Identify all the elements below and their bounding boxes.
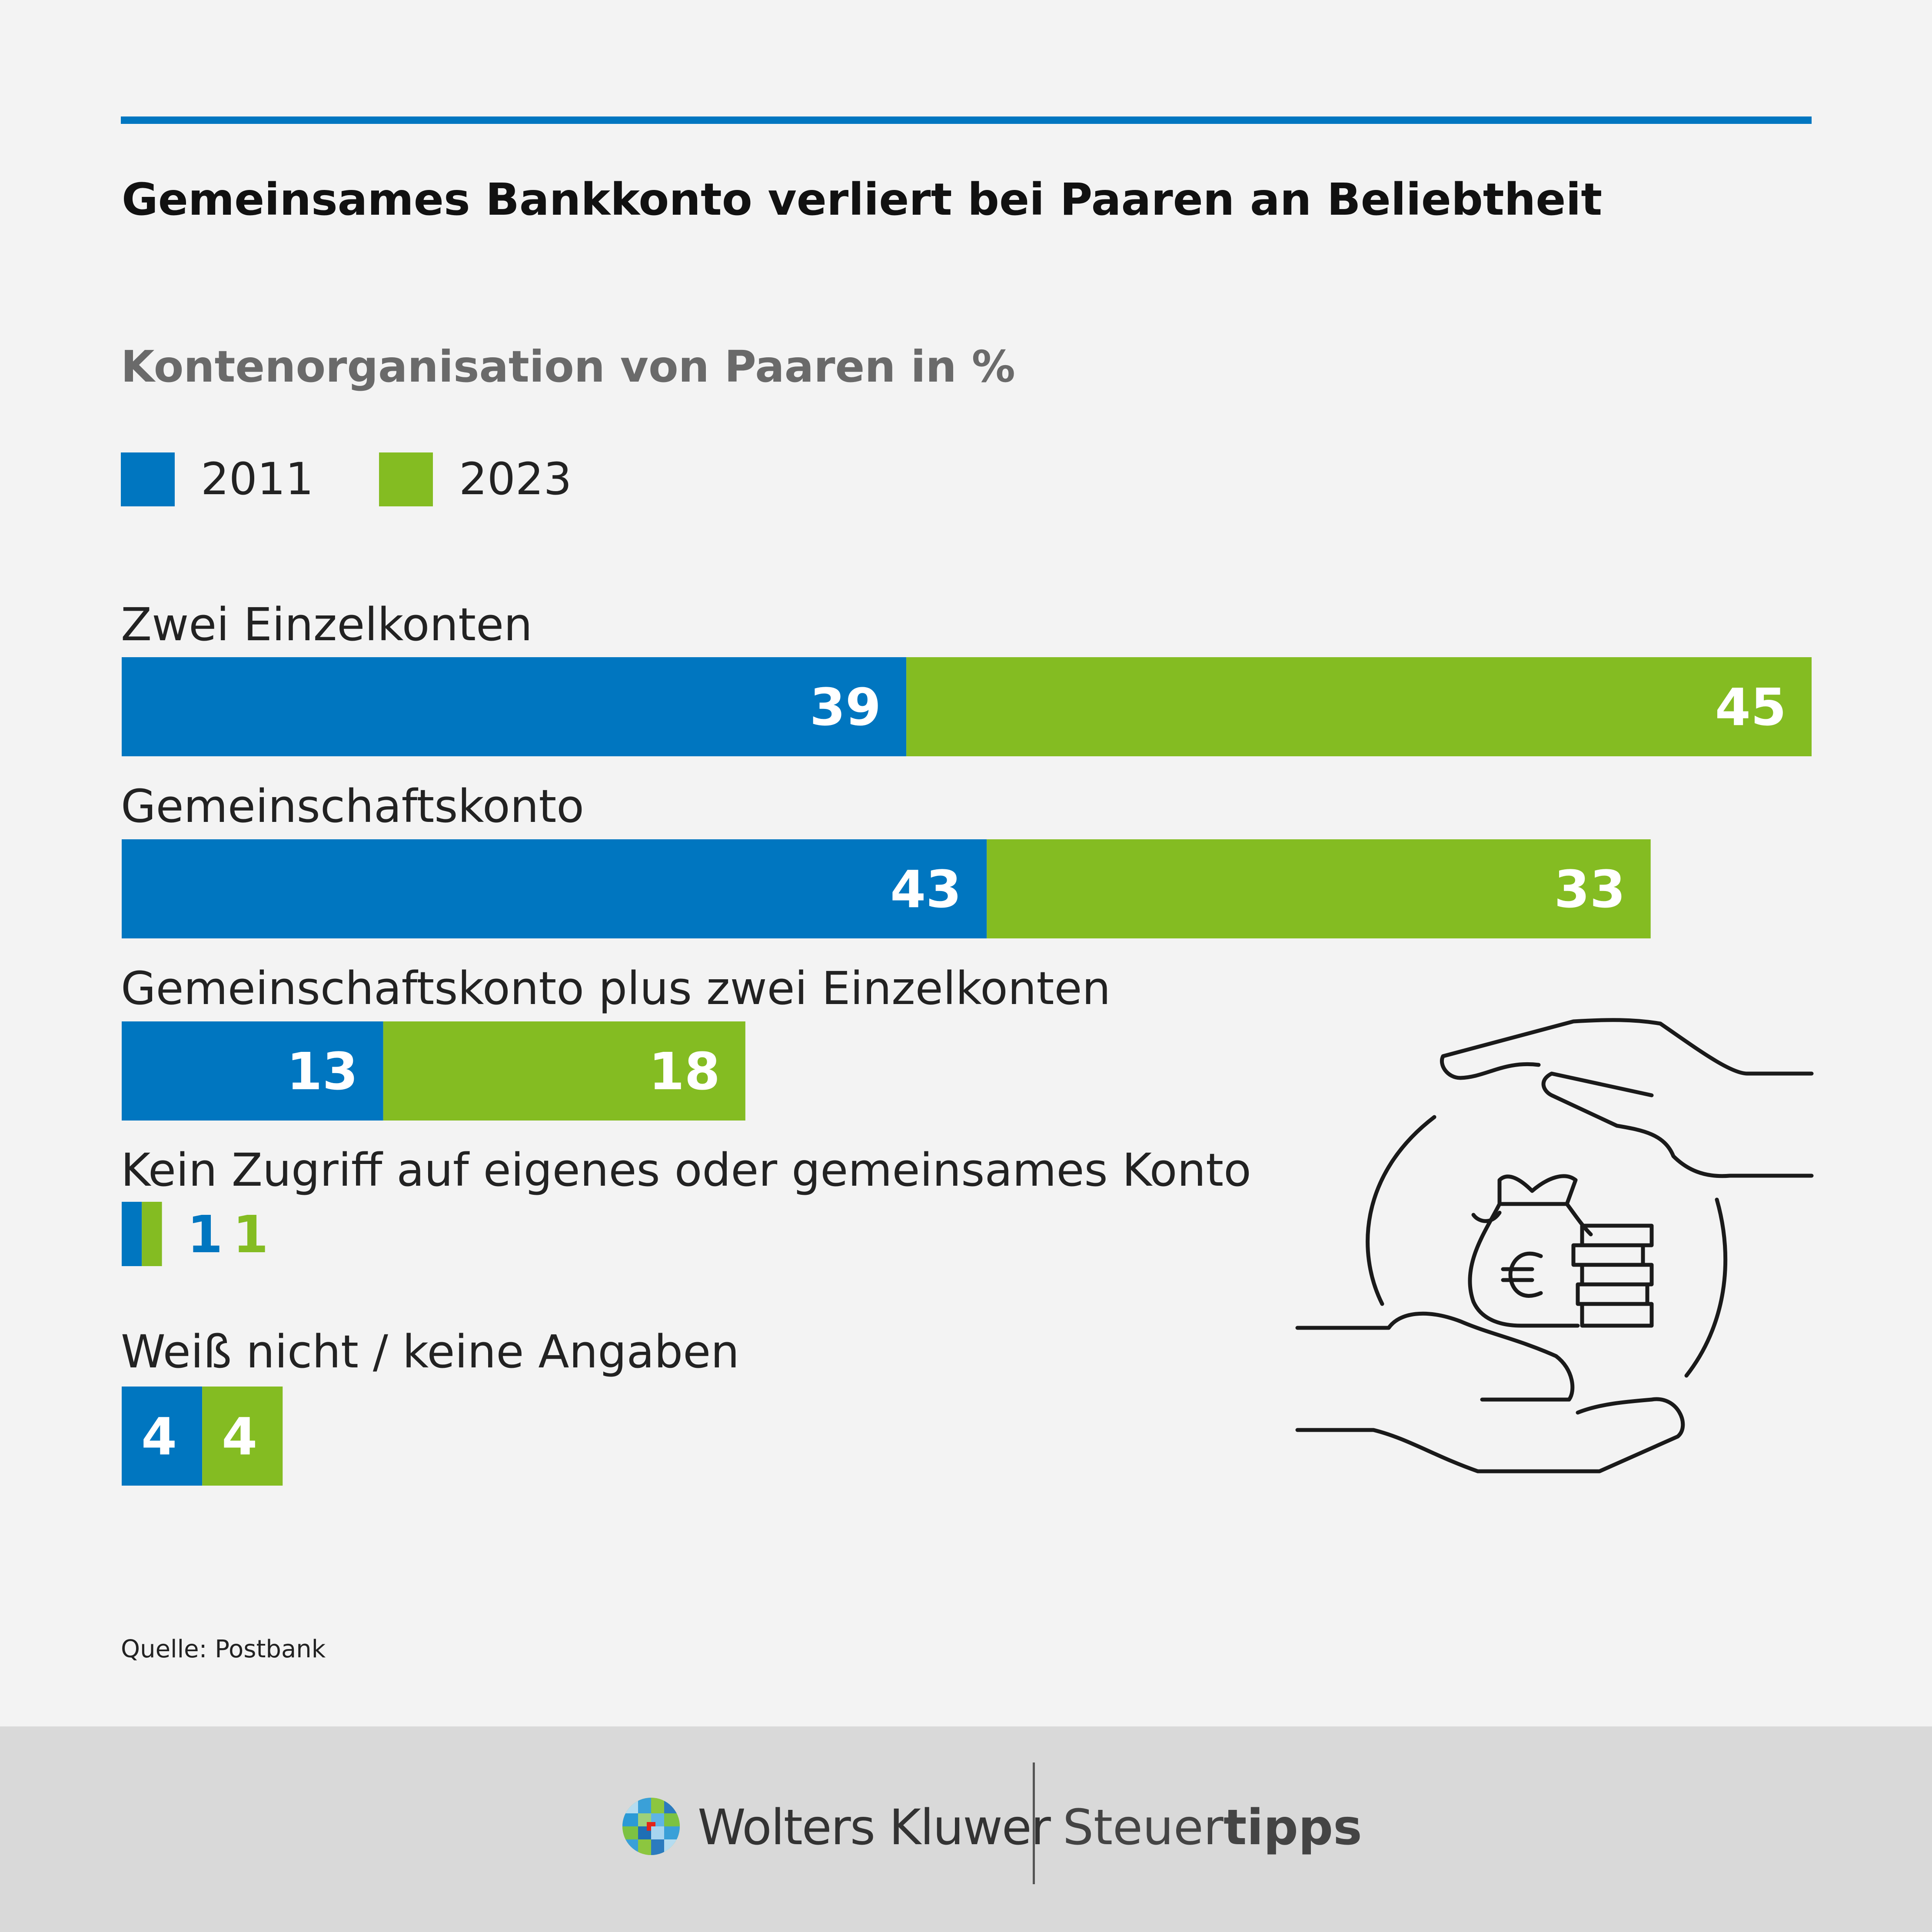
bar-chart: Zwei Einzelkonten 39 45 Gemeinschaftskonto 4… bbox=[121, 598, 1812, 1486]
bar-2023-5 bbox=[202, 1387, 283, 1486]
value-label-2011-5: 4 bbox=[141, 1407, 177, 1466]
bar-2023-3 bbox=[383, 1021, 745, 1121]
brand-wolters-kluwer: Wolters Kluwer bbox=[698, 1799, 1051, 1856]
source-note: Quelle: Postbank bbox=[121, 1635, 326, 1663]
chart-subtitle: Kontenorganisation von Paaren in % bbox=[121, 341, 1015, 392]
value-label-2023-2: 33 bbox=[1554, 859, 1625, 919]
chart-title: Gemeinsames Bankkonto verliert bei Paare… bbox=[122, 174, 1603, 226]
legend-item-2011: 2011 bbox=[121, 452, 314, 506]
category-label-2: Gemeinschaftskonto bbox=[121, 780, 584, 833]
legend-swatch-2011 bbox=[121, 452, 175, 506]
value-label-2011-4: 1 bbox=[187, 1204, 223, 1264]
legend-item-2023: 2023 bbox=[379, 452, 572, 506]
category-label-3: Gemeinschaftskonto plus zwei Einzelkonte… bbox=[121, 962, 1111, 1015]
legend-label-2011: 2011 bbox=[201, 453, 314, 505]
value-label-2023-1: 45 bbox=[1715, 677, 1786, 737]
brand-steuertipps-regular: Steuer bbox=[1063, 1799, 1224, 1856]
brand-steuertipps: Steuertipps bbox=[1063, 1799, 1362, 1856]
bar-2011-5 bbox=[122, 1387, 203, 1486]
footer-divider bbox=[1033, 1762, 1035, 1884]
value-label-2011-2: 43 bbox=[890, 859, 961, 919]
category-label-4: Kein Zugriff auf eigenes oder gemeinsame… bbox=[121, 1144, 1251, 1197]
bar-2011-3 bbox=[122, 1021, 383, 1121]
wolters-kluwer-logo-icon bbox=[622, 1798, 680, 1855]
legend-label-2023: 2023 bbox=[459, 453, 572, 505]
value-label-2011-3: 13 bbox=[286, 1041, 358, 1101]
value-label-2011-1: 39 bbox=[810, 677, 881, 737]
category-label-1: Zwei Einzelkonten bbox=[121, 598, 532, 651]
bar-2023-1 bbox=[906, 657, 1812, 756]
category-label-5: Weiß nicht / keine Angaben bbox=[121, 1325, 739, 1378]
top-accent-rule bbox=[121, 116, 1812, 124]
bar-2023-4 bbox=[142, 1202, 162, 1266]
value-label-2023-3: 18 bbox=[649, 1041, 720, 1101]
brand-steuertipps-bold: tipps bbox=[1223, 1799, 1362, 1856]
bar-2011-1 bbox=[122, 657, 907, 756]
value-label-2023-5: 4 bbox=[222, 1407, 257, 1466]
bar-2011-4 bbox=[122, 1202, 142, 1266]
footer-bar bbox=[0, 1726, 1932, 1932]
bar-2023-2 bbox=[987, 839, 1651, 938]
hands-holding-money-bag-icon bbox=[1295, 1018, 1814, 1473]
value-label-2023-4: 1 bbox=[233, 1204, 269, 1264]
bar-2011-2 bbox=[122, 839, 987, 938]
legend-swatch-2023 bbox=[379, 452, 433, 506]
